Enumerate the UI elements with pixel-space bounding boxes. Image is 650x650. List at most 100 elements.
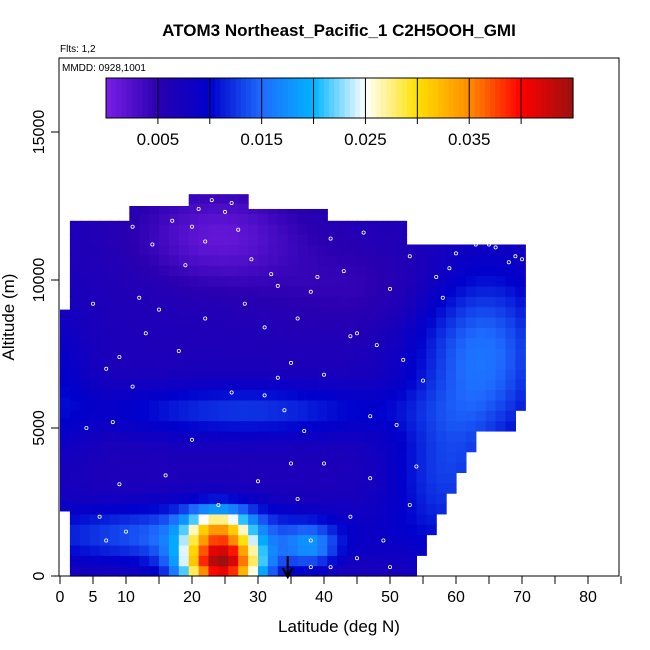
heatmap-cell (79, 399, 91, 411)
flights-text: Flts: 1,2 (60, 44, 96, 55)
heatmap-cell (159, 462, 170, 473)
heatmap-cell (465, 430, 477, 442)
heatmap-cell (317, 265, 328, 277)
heatmap-cell (218, 203, 229, 214)
heatmap-cell (436, 368, 447, 380)
colorbar-segment (323, 78, 330, 118)
heatmap-cell (258, 430, 269, 442)
heatmap-cell (495, 327, 507, 339)
heatmap-cell (248, 565, 259, 577)
heatmap-cell (366, 265, 378, 277)
heatmap-cell (228, 410, 239, 422)
colorbar-segment (209, 78, 216, 118)
heatmap-cell (347, 389, 358, 401)
heatmap-cell (327, 389, 338, 401)
heatmap-cell (396, 555, 408, 567)
y-tick-label: 15000 (31, 110, 48, 155)
heatmap-cell (178, 482, 190, 494)
sample-point (308, 538, 313, 543)
heatmap-cell (79, 285, 91, 297)
heatmap-cell (317, 565, 328, 577)
heatmap-cell (258, 244, 269, 256)
heatmap-cell (248, 472, 259, 484)
colorbar-segment (453, 78, 460, 118)
heatmap-cell (416, 534, 427, 546)
heatmap-cell (465, 368, 477, 380)
heatmap-cell (347, 555, 358, 567)
sample-point (117, 482, 122, 487)
heatmap-cell (188, 337, 200, 349)
heatmap-cell (475, 410, 487, 422)
heatmap-cell (258, 296, 269, 308)
heatmap-cell (327, 493, 338, 505)
heatmap-cell (238, 275, 249, 287)
heatmap-cell (307, 254, 318, 266)
heatmap-cell (396, 524, 408, 536)
heatmap-cell (287, 493, 299, 505)
heatmap-cell (188, 555, 200, 567)
heatmap-cell (208, 203, 219, 214)
heatmap-cell (357, 368, 368, 380)
date-text: MMDD: 0928,1001 (62, 63, 146, 74)
heatmap-cell (485, 317, 497, 328)
heatmap-cell (307, 234, 318, 246)
heatmap-cell (208, 513, 219, 525)
heatmap-cell (129, 493, 140, 505)
heatmap-cell (79, 317, 91, 328)
heatmap-cell (515, 399, 526, 411)
heatmap-cell (366, 462, 378, 473)
heatmap-cell (139, 441, 150, 453)
colorbar-segment (386, 78, 392, 118)
heatmap-cell (347, 348, 358, 360)
heatmap-cell (168, 285, 180, 297)
heatmap-cell (465, 420, 477, 432)
heatmap-cell (317, 389, 328, 401)
heatmap-cell (357, 441, 368, 453)
heatmap-cell (436, 327, 447, 339)
heatmap-cell (376, 420, 388, 432)
heatmap-cell (327, 410, 338, 422)
heatmap-cell (159, 244, 170, 256)
heatmap-cell (416, 430, 427, 442)
sample-point (440, 295, 445, 300)
heatmap-cell (337, 430, 348, 442)
heatmap-cell (109, 420, 120, 432)
heatmap-cell (99, 306, 111, 318)
sample-point (453, 251, 458, 256)
heatmap-cell (168, 462, 180, 473)
heatmap-cell (267, 296, 279, 308)
heatmap-cell (79, 503, 91, 515)
heatmap-cell (188, 379, 200, 391)
colorbar-segment (194, 78, 200, 118)
heatmap-cell (208, 348, 219, 360)
heatmap-cell (277, 285, 289, 297)
heatmap-cell (109, 410, 120, 422)
heatmap-cell (366, 430, 378, 442)
heatmap-cell (178, 358, 190, 370)
sample-point (407, 502, 412, 507)
heatmap-cell (337, 368, 348, 380)
heatmap-cell (406, 410, 417, 422)
heatmap-cell (248, 534, 259, 546)
heatmap-cell (317, 410, 328, 422)
heatmap-cell (60, 500, 71, 512)
heatmap-cell (386, 534, 398, 546)
heatmap-cell (60, 314, 71, 325)
heatmap-cell (139, 493, 150, 505)
heatmap-cell (228, 451, 239, 463)
heatmap-cell (99, 265, 111, 277)
sample-point (473, 242, 478, 247)
heatmap-cell (238, 223, 249, 235)
heatmap-cell (465, 265, 477, 277)
heatmap-cell (89, 254, 101, 266)
heatmap-cell (337, 379, 348, 391)
heatmap-cell (228, 513, 239, 525)
heatmap-cell (69, 275, 81, 287)
heatmap-cell (188, 410, 200, 422)
sample-point (275, 283, 280, 288)
heatmap-cell (347, 317, 358, 328)
heatmap-cell (426, 244, 437, 256)
heatmap-cell (416, 503, 427, 515)
heatmap-cell (337, 317, 348, 328)
heatmap-cell (287, 234, 299, 246)
